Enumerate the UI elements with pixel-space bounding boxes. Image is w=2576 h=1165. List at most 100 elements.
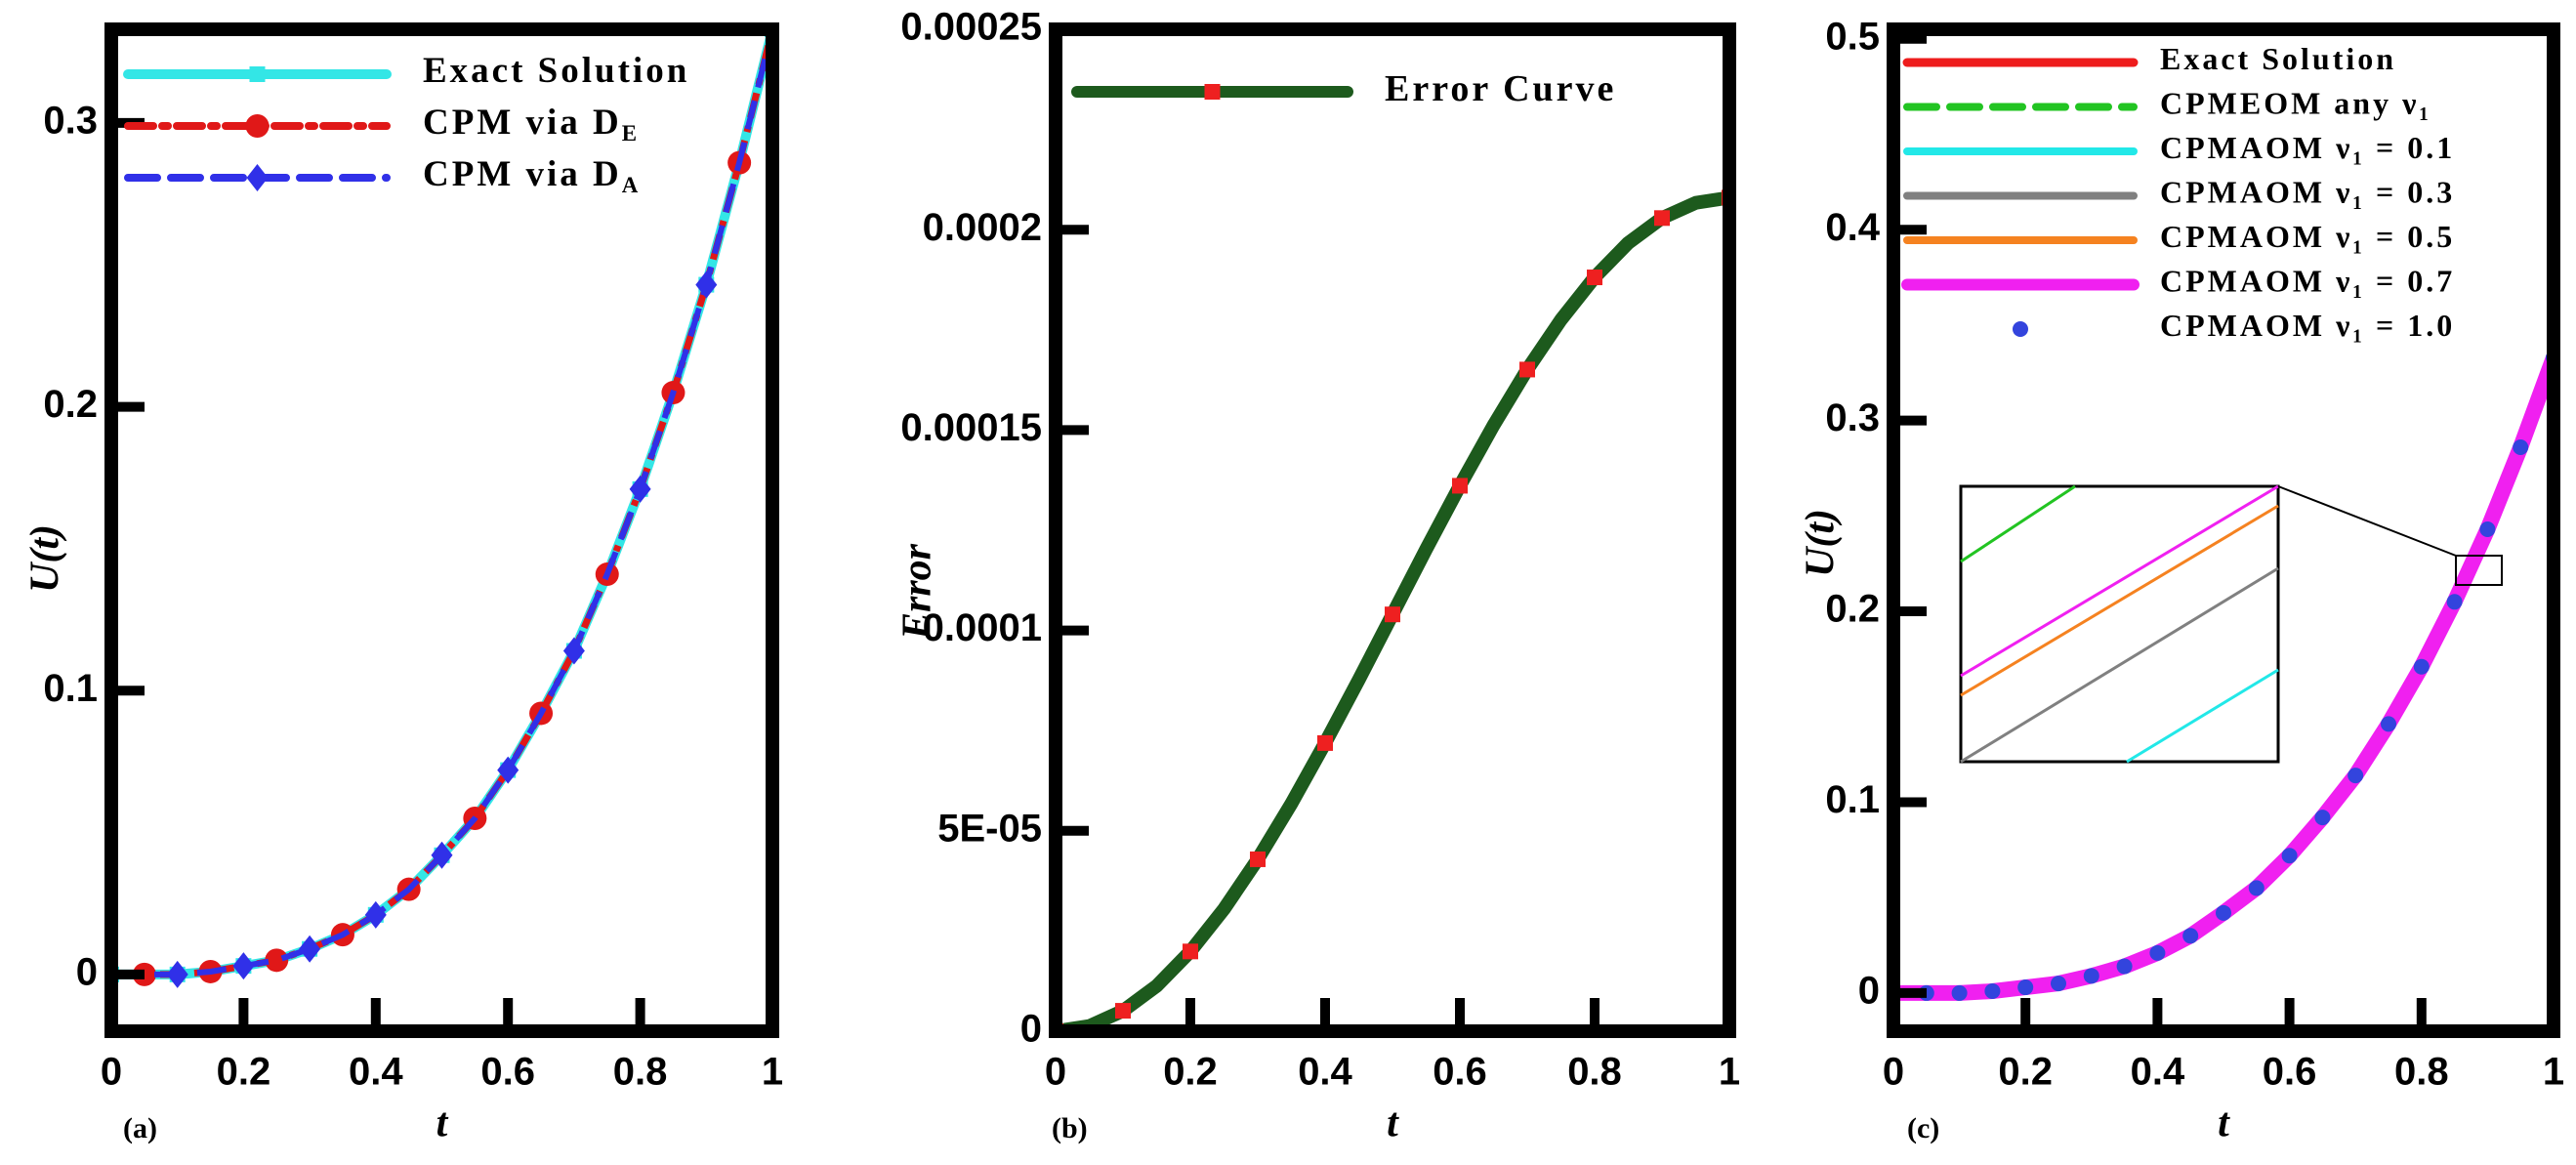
y-tick-label: 0.3 bbox=[43, 99, 98, 142]
x-axis-label: t bbox=[1387, 1102, 1399, 1146]
data-point bbox=[2281, 848, 2298, 864]
plot-frame bbox=[1887, 22, 2560, 1038]
legend-name: Error Curve bbox=[1385, 68, 1616, 109]
data-point bbox=[2381, 716, 2396, 732]
data-point bbox=[299, 935, 321, 963]
y-axis-label: U(t) bbox=[1799, 509, 1844, 577]
legend-name: CPMAOM ν₁ = 0.3 bbox=[2160, 175, 2455, 210]
legend-label: CPMAOM ν₁ = 0.5 bbox=[2160, 219, 2455, 254]
data-point bbox=[1587, 270, 1602, 286]
x-tick-label: 0.4 bbox=[349, 1051, 403, 1094]
legend-name: CPMEOM any ν₁ bbox=[2160, 86, 2431, 121]
x-tick-label: 0 bbox=[101, 1051, 122, 1094]
inset-frame bbox=[1959, 484, 2280, 764]
data-point bbox=[2413, 658, 2430, 675]
plot-frame bbox=[1049, 22, 1736, 1038]
x-tick-label: 0.4 bbox=[1298, 1051, 1352, 1094]
y-tick-label: 0.00015 bbox=[900, 406, 1042, 449]
legend-label: CPMAOM ν₁ = 0.7 bbox=[2160, 264, 2455, 299]
legend-label: CPM via DA bbox=[423, 154, 641, 197]
y-axis-label: Error bbox=[895, 543, 940, 641]
x-tick-label: 0.2 bbox=[1163, 1051, 1218, 1094]
legend-label: CPMAOM ν₁ = 0.1 bbox=[2160, 130, 2455, 165]
data-point bbox=[1115, 1003, 1131, 1019]
x-tick-label: 1 bbox=[2543, 1051, 2564, 1094]
legend-name: CPM via D bbox=[423, 154, 622, 194]
y-axis-label: U(t) bbox=[23, 524, 68, 593]
legend-marker bbox=[246, 164, 269, 191]
y-tick-label: 0.5 bbox=[1825, 15, 1880, 58]
panel-label: (b) bbox=[1052, 1112, 1088, 1144]
data-point bbox=[2182, 928, 2199, 944]
x-tick-label: 0.8 bbox=[1567, 1051, 1622, 1094]
plot-area bbox=[1056, 189, 1729, 1031]
data-point bbox=[2116, 958, 2133, 975]
x-axis-label: t bbox=[436, 1102, 449, 1146]
data-point bbox=[364, 900, 387, 929]
data-point bbox=[431, 841, 453, 869]
data-point bbox=[2314, 810, 2331, 826]
data-point bbox=[2248, 880, 2264, 896]
panel-label: (c) bbox=[1907, 1112, 1939, 1144]
inset-line bbox=[1960, 504, 2279, 697]
x-tick-label: 0.6 bbox=[2263, 1051, 2317, 1094]
legend-marker bbox=[249, 66, 266, 82]
data-point bbox=[1984, 982, 2001, 999]
data-point bbox=[232, 952, 255, 980]
y-tick-label: 0 bbox=[1858, 969, 1880, 1012]
zoom-box bbox=[2455, 555, 2503, 586]
data-point bbox=[629, 475, 651, 503]
legend-name: CPMAOM ν₁ = 1.0 bbox=[2160, 308, 2455, 343]
data-point bbox=[562, 637, 585, 665]
legend-label: Error Curve bbox=[1385, 68, 1616, 109]
data-point bbox=[1317, 734, 1333, 751]
inset-line bbox=[1960, 484, 2076, 563]
y-tick-label: 0.3 bbox=[1825, 396, 1880, 439]
y-tick-label: 0.1 bbox=[1825, 778, 1880, 821]
inset bbox=[1959, 484, 2503, 764]
data-point bbox=[265, 948, 289, 973]
legend-name: Exact Solution bbox=[423, 51, 689, 91]
data-point bbox=[2083, 968, 2099, 984]
data-point bbox=[2017, 979, 2034, 996]
legend-label: CPMAOM ν₁ = 0.3 bbox=[2160, 175, 2455, 210]
data-point bbox=[2446, 594, 2463, 610]
legend-marker bbox=[245, 114, 270, 138]
data-point bbox=[695, 270, 718, 299]
x-tick-label: 0.4 bbox=[2131, 1051, 2185, 1094]
panel-label: (a) bbox=[123, 1112, 157, 1144]
data-point bbox=[2513, 438, 2529, 455]
zoom-connector bbox=[2277, 485, 2457, 557]
legend-sub: A bbox=[622, 173, 642, 197]
x-tick-label: 1 bbox=[762, 1051, 783, 1094]
y-tick-label: 0.2 bbox=[1825, 588, 1880, 631]
y-tick-label: 0 bbox=[76, 950, 98, 993]
y-tick-label: 0.2 bbox=[43, 383, 98, 426]
x-tick-label: 0.2 bbox=[1998, 1051, 2053, 1094]
y-tick-label: 0.0002 bbox=[923, 206, 1042, 249]
x-tick-label: 0.2 bbox=[217, 1051, 271, 1094]
data-point bbox=[1452, 478, 1468, 494]
legend-label: Exact Solution bbox=[423, 51, 689, 91]
data-point bbox=[497, 756, 519, 784]
x-tick-label: 1 bbox=[1719, 1051, 1740, 1094]
legend-marker bbox=[1204, 84, 1221, 100]
legend-label: CPMAOM ν₁ = 1.0 bbox=[2160, 308, 2455, 343]
inset-line bbox=[1960, 484, 2279, 678]
x-tick-label: 0 bbox=[1883, 1051, 1904, 1094]
legend-label: CPMEOM any ν₁ bbox=[2160, 86, 2431, 121]
y-tick-label: 0 bbox=[1020, 1008, 1042, 1051]
legend-name: CPMAOM ν₁ = 0.5 bbox=[2160, 219, 2455, 254]
legend-sub: E bbox=[622, 121, 640, 146]
plot-area bbox=[111, 29, 772, 988]
x-tick-label: 0 bbox=[1045, 1051, 1066, 1094]
legend-label: CPM via DE bbox=[423, 103, 640, 146]
plot-frame bbox=[104, 22, 779, 1038]
legend-marker bbox=[2013, 321, 2028, 337]
data-point bbox=[2149, 944, 2166, 961]
data-point bbox=[2216, 904, 2231, 921]
data-point bbox=[2051, 976, 2066, 992]
data-point bbox=[1250, 851, 1266, 867]
